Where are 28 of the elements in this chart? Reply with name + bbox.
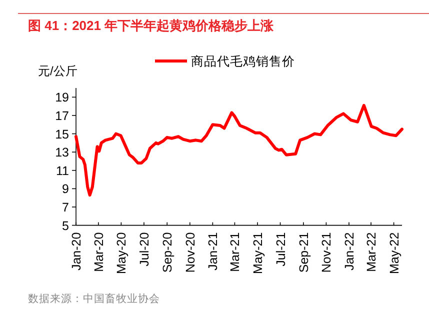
x-tick-label: Jan-22 — [342, 232, 356, 271]
legend-label: 商品代毛鸡销售价 — [191, 54, 295, 68]
x-tick-label: Jan-21 — [206, 232, 220, 271]
chart-title: 图 41：2021 年下半年起黄鸡价格稳步上涨 — [28, 18, 275, 33]
y-tick-label: 19 — [55, 90, 70, 105]
x-tick-label: Sep-20 — [160, 232, 175, 273]
x-tick-label: Jul-21 — [274, 232, 288, 266]
y-tick-label: 5 — [62, 218, 70, 233]
y-tick-label: 17 — [55, 108, 70, 123]
x-tick-label: Nov-20 — [183, 232, 198, 273]
x-tick-label: May-20 — [114, 232, 129, 274]
y-tick-label: 15 — [55, 127, 70, 142]
y-axis-title: 元/公斤 — [38, 64, 78, 78]
x-tick-label: Nov-21 — [320, 232, 334, 273]
source-note: 数据来源：中国畜牧业协会 — [28, 292, 160, 305]
line-series — [74, 104, 404, 197]
y-tick-label: 9 — [62, 182, 70, 196]
y-tick-label: 7 — [62, 200, 70, 214]
x-tick-label: Sep-21 — [296, 232, 311, 273]
x-tick-label: May-22 — [387, 232, 402, 274]
x-tick-label: Jul-20 — [137, 232, 152, 266]
x-tick-label: Mar-20 — [92, 232, 106, 272]
x-tick-label: Mar-21 — [228, 232, 242, 272]
y-tick-label: 13 — [55, 146, 70, 160]
x-tick-label: Jan-20 — [70, 232, 84, 271]
x-tick-label: May-21 — [250, 232, 265, 274]
x-tick-label: Mar-22 — [364, 232, 379, 272]
y-tick-label: 11 — [56, 164, 70, 178]
